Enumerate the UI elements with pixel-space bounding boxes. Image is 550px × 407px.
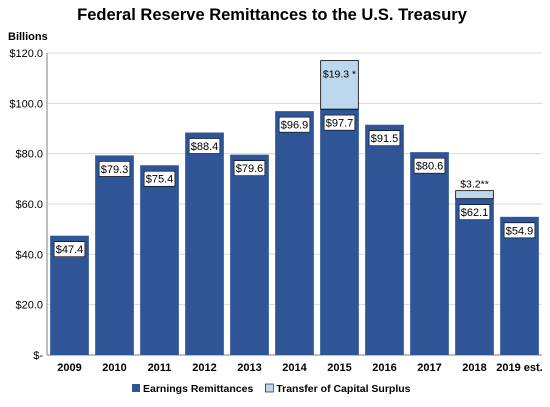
x-tick-label: 2018 [462,362,486,374]
x-tick-label: 2015 [327,362,351,374]
bar-capital-surplus [455,190,494,200]
data-label-box [323,114,356,131]
data-label: $47.4 [56,244,84,256]
y-tick-label: $40.0 [15,249,43,261]
data-label-surplus: $3.2** [460,179,489,191]
data-label-box [143,170,176,187]
data-label-surplus: $19.3 * [323,69,356,81]
x-tick-label: 2017 [417,362,441,374]
data-label: $79.3 [101,164,129,176]
y-tick-label: $- [33,350,43,362]
y-tick-label: $20.0 [15,300,43,312]
bar-earnings-remittances [95,155,134,355]
data-label-box [53,241,86,258]
y-axis-ticks: $- $20.0 $40.0 $60.0 $80.0 $100.0 $120.0 [9,48,43,362]
x-tick-label: 2014 [282,362,307,374]
data-label: $79.6 [236,163,264,175]
y-tick-label: $120.0 [9,48,43,60]
legend: Earnings Remittances Transfer of Capital … [132,383,411,395]
data-label-box [188,138,221,154]
data-label-box [458,204,491,221]
y-tick-label: $100.0 [9,98,43,110]
data-label-box [233,160,266,176]
data-label: $80.6 [416,161,444,173]
data-labels: $47.4 $79.3 $75.4 $88.4 $79.6 $96.9 $97.7 $19.3… [53,69,536,258]
legend-swatch [132,384,140,392]
bar-earnings-remittances [185,132,224,355]
x-tick-label: 2010 [102,362,126,374]
data-label-box [278,116,311,133]
y-tick-label: $80.0 [15,149,43,161]
y-axis-label: Billions [8,31,48,43]
bar-earnings-remittances [455,198,494,355]
data-label: $91.5 [371,133,399,145]
bar-earnings-remittances [365,124,404,355]
x-axis-ticks: 2009 2010 2011 2012 2013 2014 2015 2016 2017 2018… [57,362,542,374]
data-label-box [413,157,446,174]
data-label: $96.9 [281,120,309,132]
chart-title: Federal Reserve Remittances to the U.S. … [77,6,468,24]
x-tick-label: 2019 est. [496,362,542,374]
bars [50,60,539,355]
data-label: $75.4 [146,174,174,186]
data-label: $97.7 [326,118,354,130]
x-tick-label: 2016 [372,362,396,374]
bar-capital-surplus [320,60,359,110]
data-label-box [98,161,131,177]
data-label: $62.1 [461,207,489,219]
data-label-box [368,130,401,147]
bar-earnings-remittances [410,152,449,355]
legend-swatch [264,383,274,393]
x-tick-label: 2009 [57,362,81,374]
legend-label: Earnings Remittances [143,383,253,395]
bar-earnings-remittances [230,154,269,355]
bar-earnings-remittances [500,216,539,355]
x-tick-label: 2012 [192,362,216,374]
bar-earnings-remittances [320,109,359,355]
x-tick-label: 2011 [148,362,172,374]
legend-label: Transfer of Capital Surplus [276,383,410,395]
bar-earnings-remittances [275,111,314,355]
data-label-box [503,222,536,239]
x-tick-label: 2013 [237,362,261,374]
y-tick-label: $60.0 [15,199,43,211]
data-label: $54.9 [506,225,534,237]
data-label: $88.4 [191,141,219,153]
bar-earnings-remittances [140,165,179,355]
